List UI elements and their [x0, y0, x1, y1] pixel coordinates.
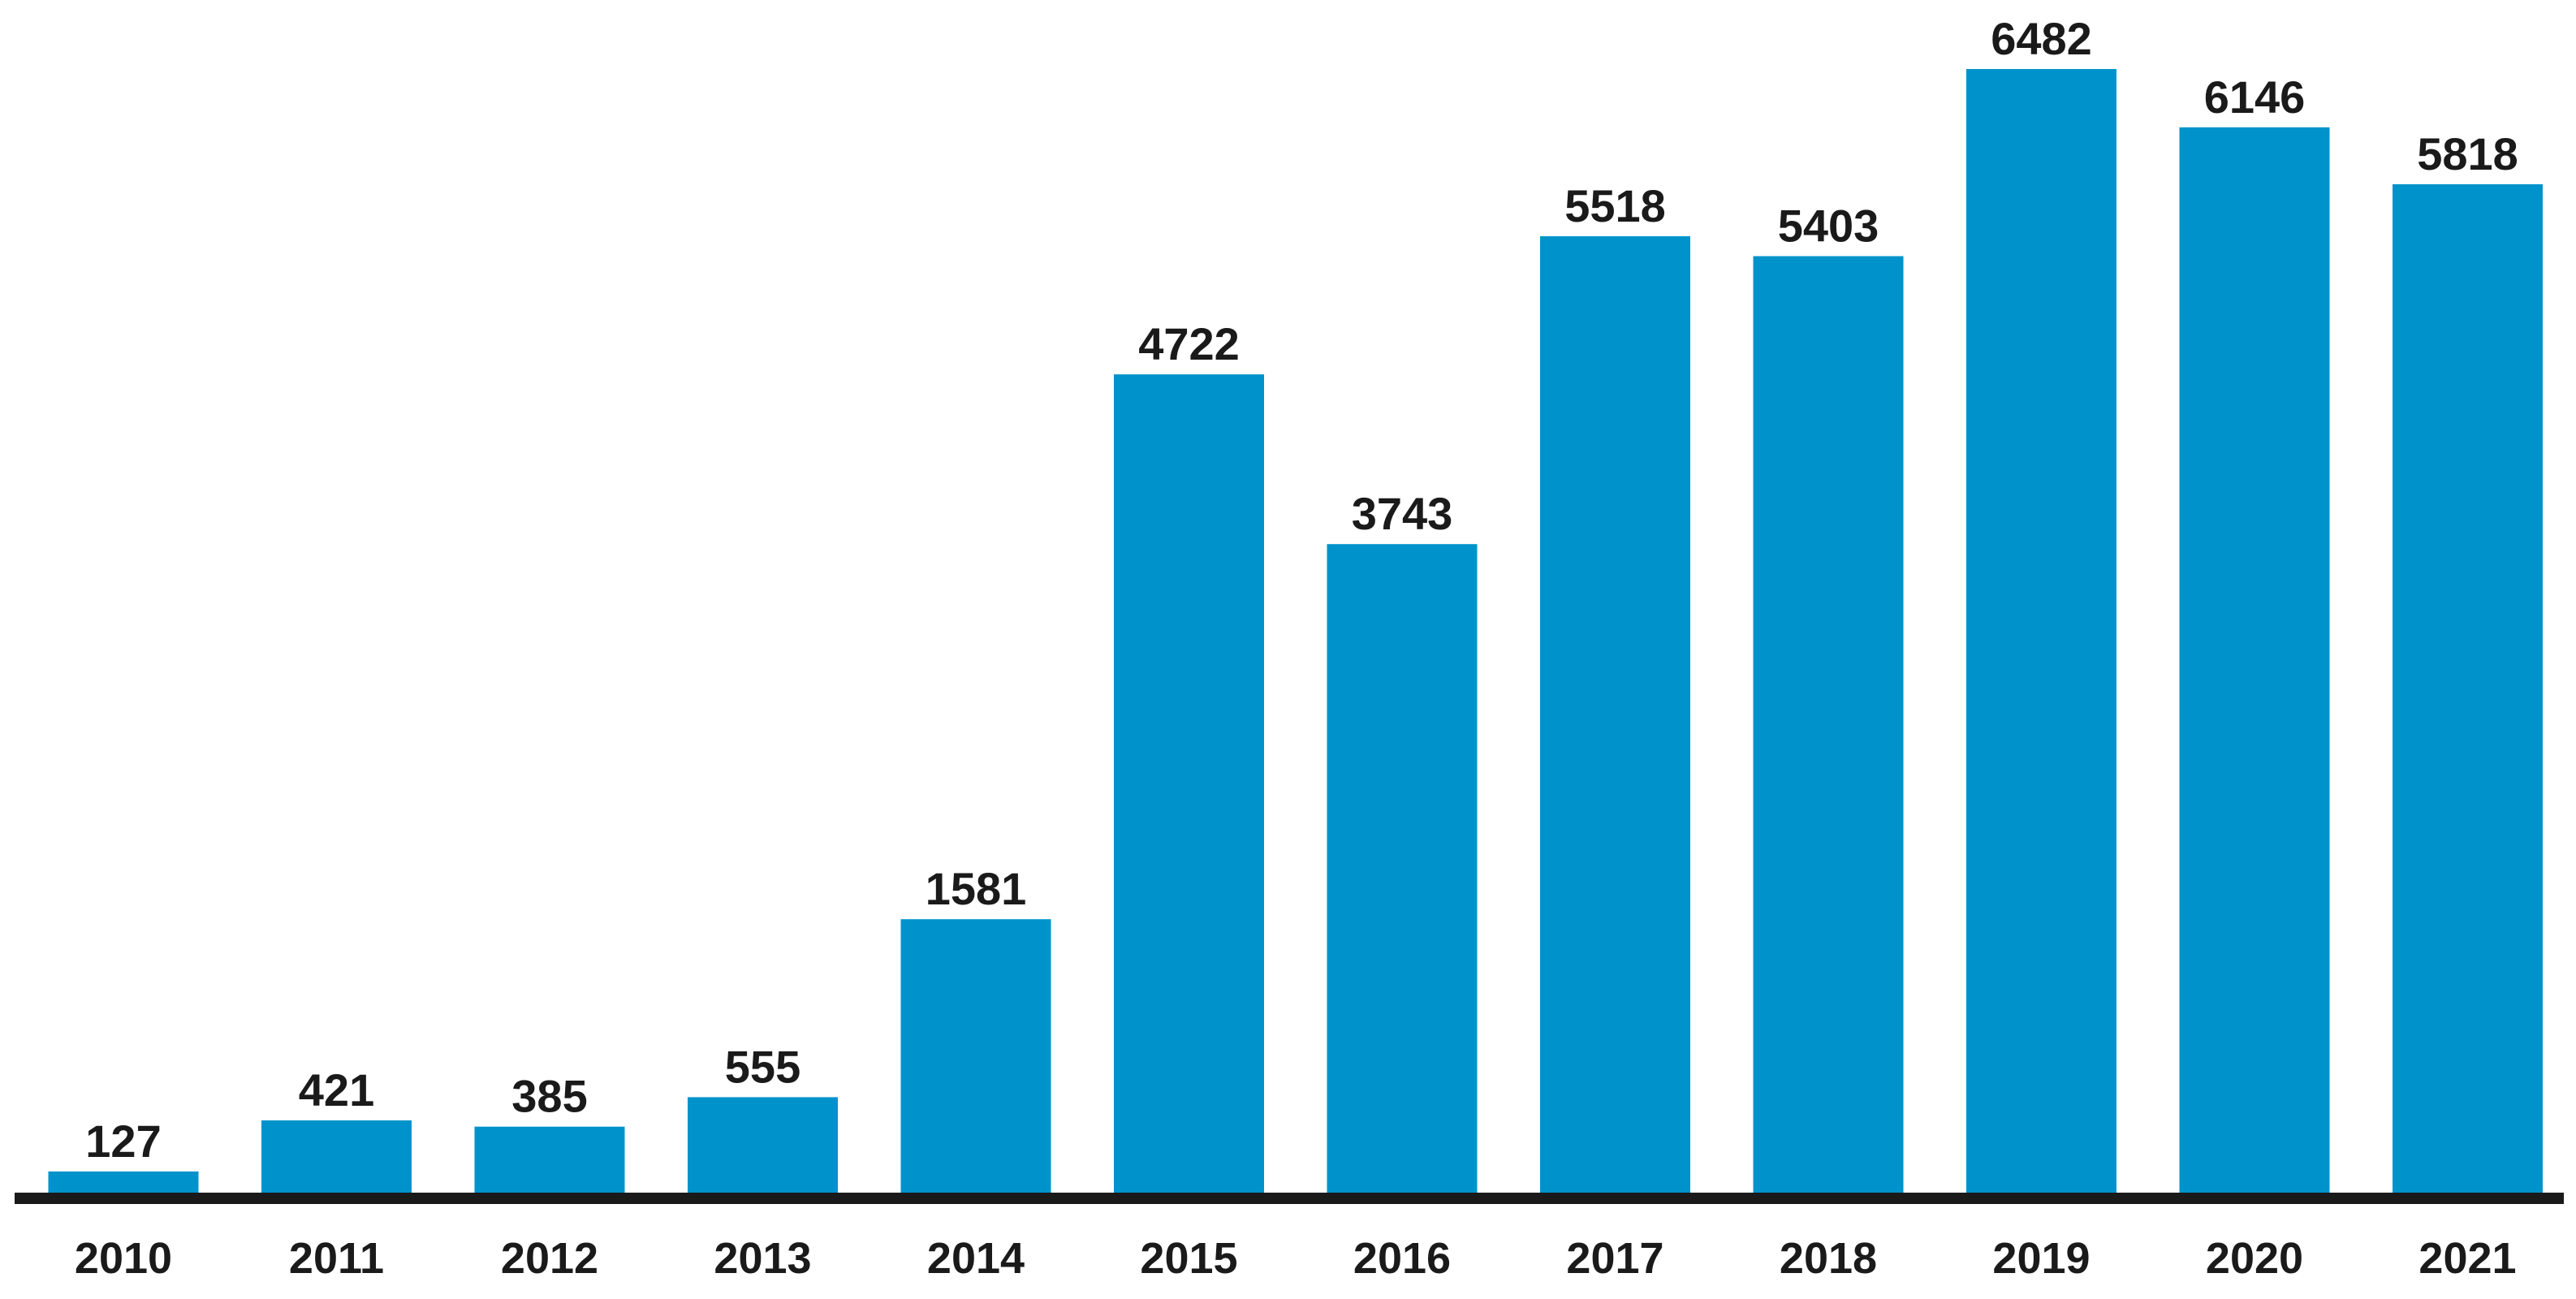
bar-2016	[1327, 544, 1478, 1197]
bar-2017	[1540, 236, 1690, 1197]
x-tick-label-2018: 2018	[1780, 1234, 1877, 1283]
tick-labels-group: 2010 2011 2012 2013 2014 2015 2016 2017 2018 2019…	[75, 1234, 2517, 1283]
bar-2013	[688, 1097, 838, 1197]
bar-2018	[1753, 256, 1904, 1197]
bar-2010	[48, 1171, 199, 1197]
x-tick-label-2017: 2017	[1566, 1234, 1663, 1283]
value-labels-group: 127 421 385 555 1581 4722 3743 5518 5403 6482 6146…	[85, 13, 2518, 1167]
data-label-2014: 1581	[926, 863, 1027, 914]
x-tick-label-2013: 2013	[714, 1234, 811, 1283]
data-label-2016: 3743	[1352, 488, 1453, 539]
data-label-2017: 5518	[1564, 180, 1666, 231]
bar-2021	[2393, 183, 2543, 1197]
data-label-2012: 385	[511, 1071, 587, 1122]
data-label-2011: 421	[299, 1064, 374, 1116]
x-tick-label-2019: 2019	[1992, 1234, 2090, 1283]
data-label-2013: 555	[725, 1041, 800, 1092]
bar-2012	[474, 1126, 625, 1197]
x-tick-label-2012: 2012	[501, 1234, 598, 1283]
x-tick-label-2014: 2014	[927, 1234, 1025, 1283]
bar-2020	[2179, 127, 2330, 1197]
data-label-2010: 127	[85, 1116, 161, 1167]
bar-2019	[1966, 69, 2116, 1197]
x-tick-label-2016: 2016	[1353, 1234, 1451, 1283]
x-tick-label-2015: 2015	[1140, 1234, 1237, 1283]
x-tick-label-2011: 2011	[289, 1234, 384, 1283]
bar-2015	[1114, 374, 1264, 1198]
bar-2014	[900, 919, 1051, 1197]
data-label-2021: 5818	[2417, 128, 2518, 179]
data-label-2020: 6146	[2204, 71, 2306, 123]
data-label-2019: 6482	[1991, 13, 2092, 64]
bars-group	[48, 69, 2543, 1198]
bar-2011	[261, 1120, 412, 1197]
x-tick-label-2010: 2010	[75, 1234, 172, 1283]
data-label-2018: 5403	[1778, 201, 1879, 252]
x-tick-label-2020: 2020	[2206, 1234, 2303, 1283]
data-label-2015: 4722	[1138, 318, 1240, 369]
x-tick-label-2021: 2021	[2419, 1234, 2516, 1283]
